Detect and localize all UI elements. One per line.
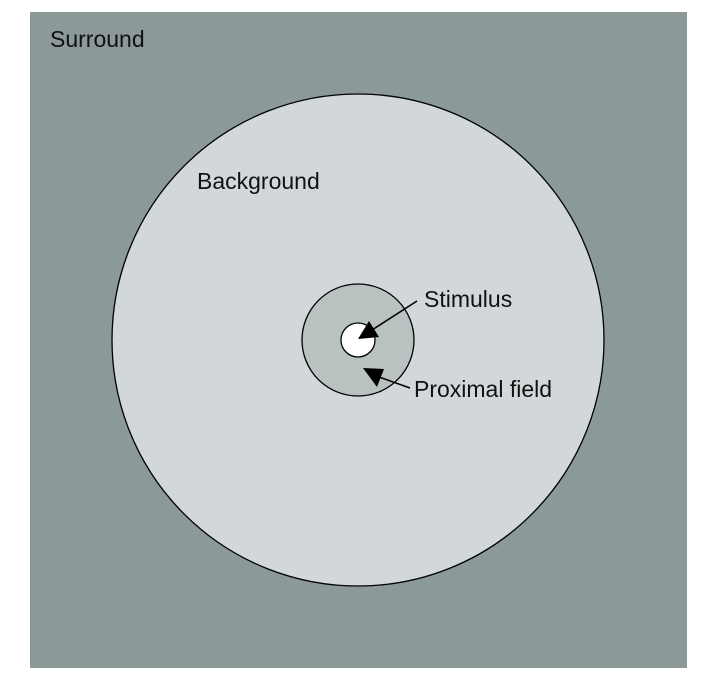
- stimulus-arrowhead: [358, 321, 379, 339]
- surround-label: Surround: [50, 26, 145, 52]
- proximal-field-arrowhead: [363, 368, 384, 387]
- proximal-field-arrow-line: [378, 376, 411, 389]
- proximal-field-label: Proximal field: [414, 376, 552, 402]
- stimulus-label: Stimulus: [424, 286, 512, 312]
- background-label: Background: [197, 168, 320, 194]
- stimulus-arrow-line: [371, 300, 418, 331]
